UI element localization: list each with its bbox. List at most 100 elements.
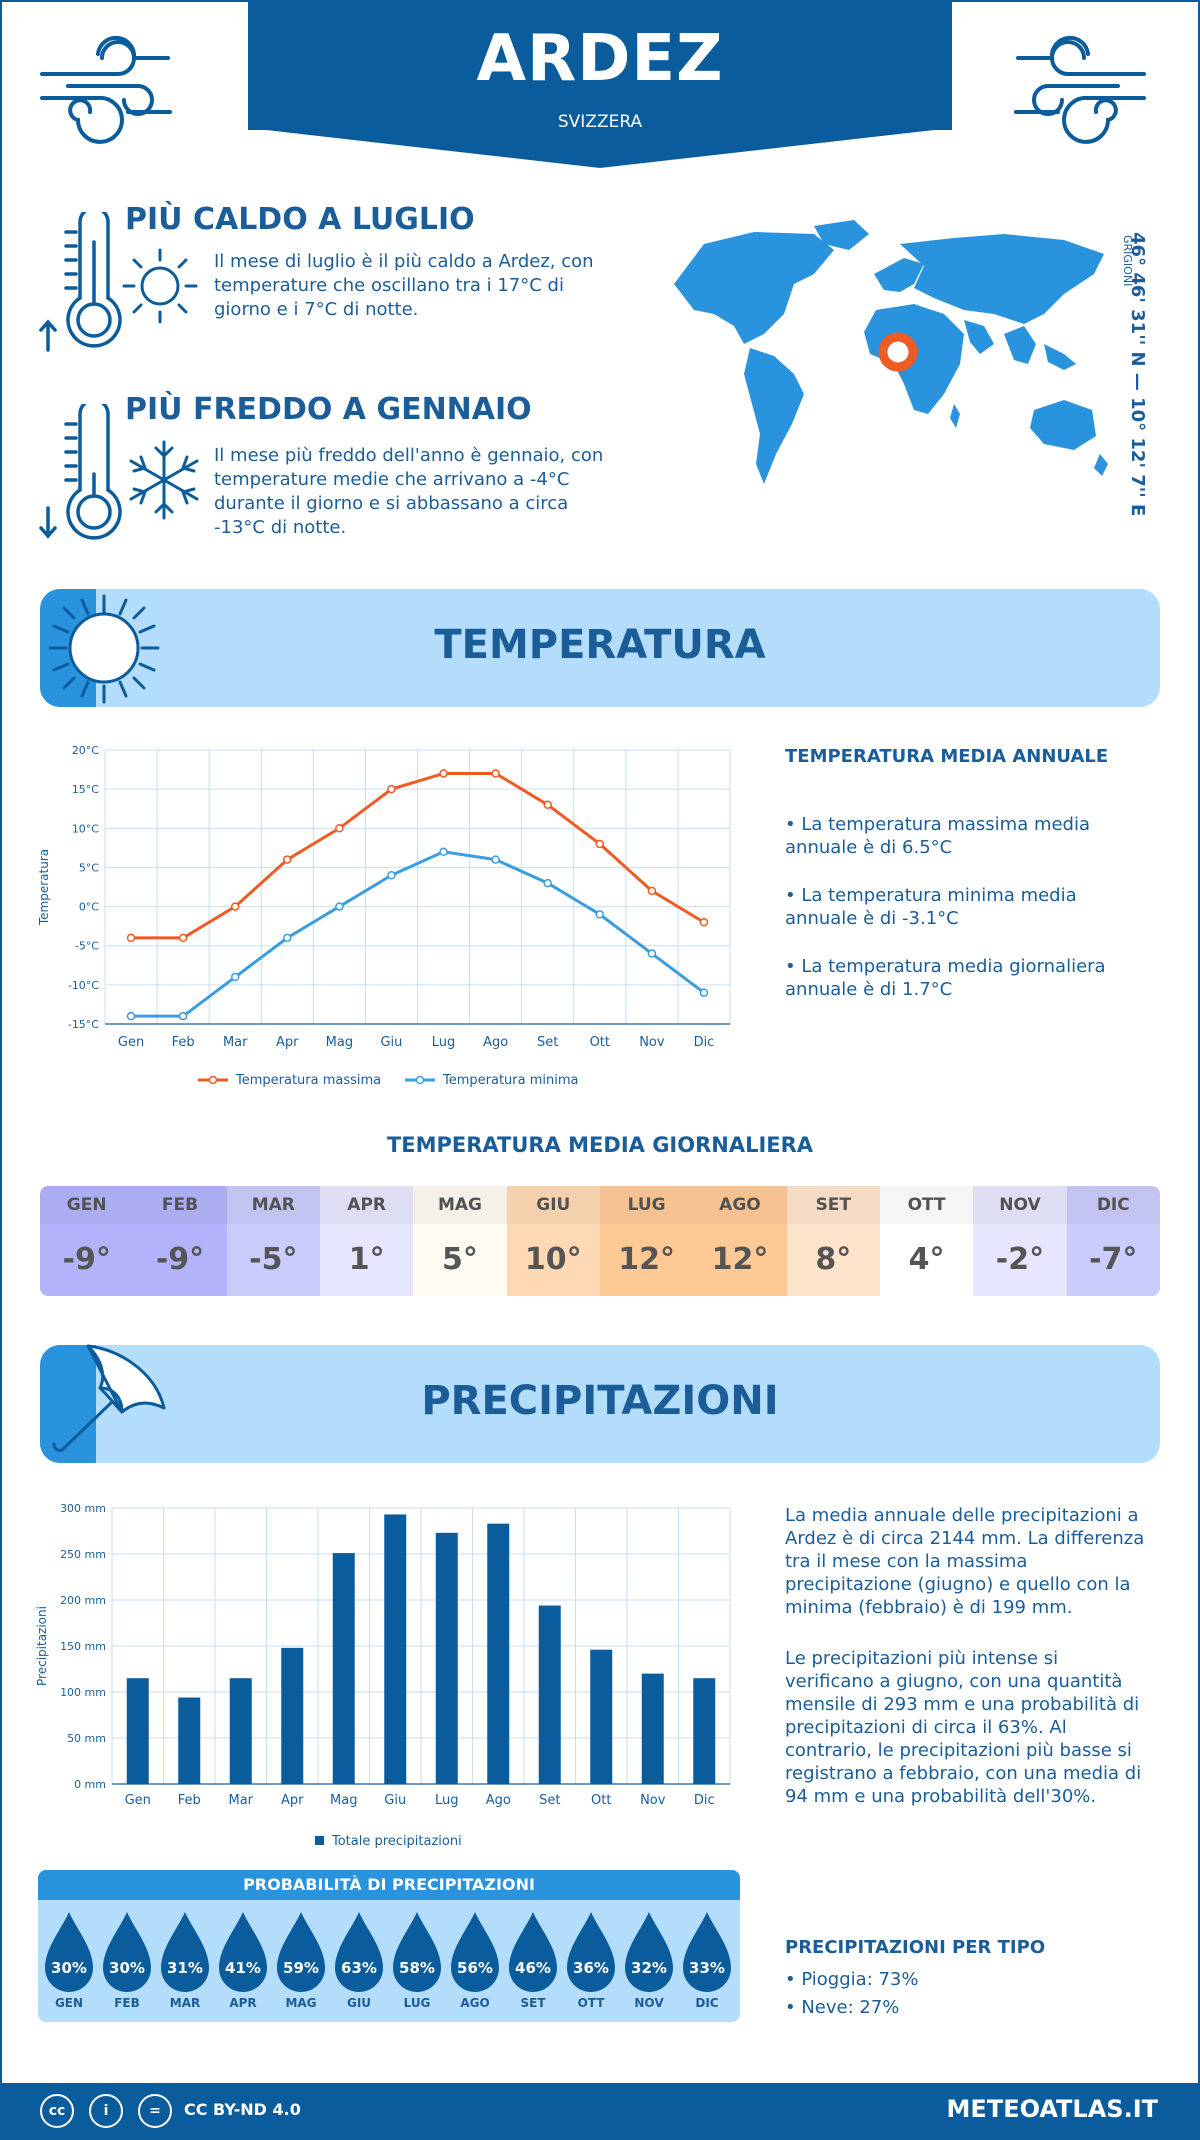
data-point [387, 784, 396, 794]
y-axis-label: Temperatura [37, 849, 51, 926]
x-tick-label: Apr [276, 1035, 299, 1050]
x-tick-label: Mag [326, 1035, 353, 1050]
probability-drop: 56% AGO [446, 1910, 504, 2010]
precip-type-snow: • Neve: 27% [785, 1997, 900, 2018]
probability-drop: 33% DIC [678, 1910, 736, 2010]
precipitation-bar [126, 1678, 149, 1784]
probability-drop: 36% OTT [562, 1910, 620, 2010]
x-tick-label: Mar [228, 1793, 253, 1808]
wind-icon-right [1014, 35, 1146, 144]
daily-temp-column: MAG 5° [413, 1186, 507, 1296]
probability-month: MAR [169, 1996, 201, 2010]
umbrella-icon [52, 1344, 166, 1452]
daily-temp-table: GEN -9° FEB -9° MAR -5° APR 1° MAG 5° GIU 10° LUG 12°… [40, 1186, 1160, 1296]
nd-equals-icon: = [138, 2094, 172, 2128]
y-tick-label: 300 mm [60, 1502, 106, 1515]
precipitation-bar [487, 1523, 510, 1784]
daily-temp-value: -5° [226, 1224, 320, 1296]
series-line [131, 771, 705, 940]
x-tick-label: Ott [591, 1793, 611, 1808]
legend-marker [208, 1075, 218, 1085]
x-tick-label: Ago [483, 1035, 508, 1050]
precipitation-bar [538, 1605, 561, 1784]
data-point [126, 1011, 136, 1021]
precipitation-chart: 300 mm 250 mm 200 mm 150 mm 100 mm 50 mm 0 mm G… [35, 1502, 731, 1849]
raindrop-icon [335, 1912, 383, 1992]
snowflake-icon [129, 440, 199, 520]
x-tick-label: Nov [640, 1793, 666, 1808]
x-tick-label: Lug [435, 1793, 459, 1808]
probability-value: 30% [51, 1959, 87, 1977]
cc-icon: cc [40, 2094, 74, 2128]
daily-temp-month: MAG [413, 1186, 507, 1224]
data-point [387, 871, 396, 880]
probability-value: 56% [457, 1959, 493, 1977]
page-title: ARDEZ [476, 22, 724, 96]
precipitation-bar [590, 1649, 613, 1784]
probability-drop: 46% SET [504, 1910, 562, 2010]
data-point [126, 933, 136, 943]
precipitation-bar [435, 1532, 458, 1784]
probability-drop: 63% GIU [330, 1910, 388, 2010]
x-tick-label: Feb [172, 1035, 195, 1050]
daily-temp-column: MAR -5° [226, 1186, 320, 1296]
by-person-icon: i [89, 2094, 123, 2128]
probability-month: SET [520, 1996, 546, 2010]
y-tick-label: 15°C [72, 783, 99, 796]
probability-title: PROBABILITÀ DI PRECIPITAZIONI [38, 1870, 740, 1900]
daily-temp-month: MAR [226, 1186, 320, 1224]
probability-drop: 32% NOV [620, 1910, 678, 2010]
daily-temp-column: FEB -9° [133, 1186, 227, 1296]
probability-drop: 30% GEN [40, 1910, 98, 2010]
x-tick-label: Lug [432, 1035, 456, 1050]
raindrop-icon [45, 1912, 93, 1992]
daily-temp-value: 12° [693, 1224, 787, 1296]
probability-value: 31% [167, 1959, 203, 1977]
probability-value: 63% [341, 1959, 377, 1977]
hottest-title: PIÙ CALDO A LUGLIO [125, 202, 475, 237]
data-point [178, 1011, 188, 1021]
y-tick-label: 150 mm [60, 1640, 106, 1653]
precipitation-bar [693, 1678, 716, 1784]
precipitation-bar [281, 1647, 304, 1784]
daily-temp-month: GIU [506, 1186, 600, 1224]
data-point [543, 800, 552, 810]
raindrop-icon [219, 1912, 267, 1992]
annual-temp-bullet: • La temperatura massima media annuale è… [785, 814, 1091, 858]
y-tick-label: 250 mm [60, 1548, 106, 1561]
x-tick-label: Dic [694, 1793, 715, 1808]
daily-temp-month: GEN [40, 1186, 134, 1224]
precip-type-title: PRECIPITAZIONI PER TIPO [785, 1937, 1046, 1958]
wind-icon-left [40, 35, 172, 144]
probability-value: 59% [283, 1959, 319, 1977]
precipitation-banner [40, 1345, 1160, 1463]
data-point [230, 902, 240, 911]
annual-temp-bullet: • La temperatura media giornaliera annua… [785, 956, 1106, 1000]
precipitation-summary: La media annuale delle precipitazioni a … [785, 1505, 1145, 1618]
data-point [230, 972, 240, 982]
site-link[interactable]: METEOATLAS.IT [946, 2095, 1158, 2123]
x-tick-label: Ago [486, 1793, 511, 1808]
probability-value: 30% [109, 1959, 145, 1977]
legend-label: Temperatura massima [235, 1073, 381, 1088]
y-tick-label: -5°C [75, 940, 99, 953]
footer [0, 2083, 1200, 2140]
world-map [674, 220, 1108, 484]
temperature-banner [40, 589, 1160, 707]
y-tick-label: -15°C [68, 1018, 99, 1031]
x-tick-label: Ott [590, 1035, 610, 1050]
series-line [131, 850, 705, 1018]
daily-temp-month: NOV [973, 1186, 1067, 1224]
raindrop-icon [451, 1912, 499, 1992]
y-tick-label: 200 mm [60, 1594, 106, 1607]
precipitation-bar [229, 1678, 252, 1784]
legend-swatch [315, 1836, 324, 1845]
location-marker [878, 332, 918, 372]
daily-temp-value: -7° [1066, 1224, 1160, 1296]
daily-temp-value: 8° [786, 1224, 880, 1296]
data-point [335, 824, 344, 833]
data-point [491, 855, 500, 864]
hottest-text: Il mese di luglio è il più caldo a Ardez… [214, 251, 594, 320]
daily-temp-month: APR [319, 1186, 414, 1224]
probability-value: 36% [573, 1959, 609, 1977]
